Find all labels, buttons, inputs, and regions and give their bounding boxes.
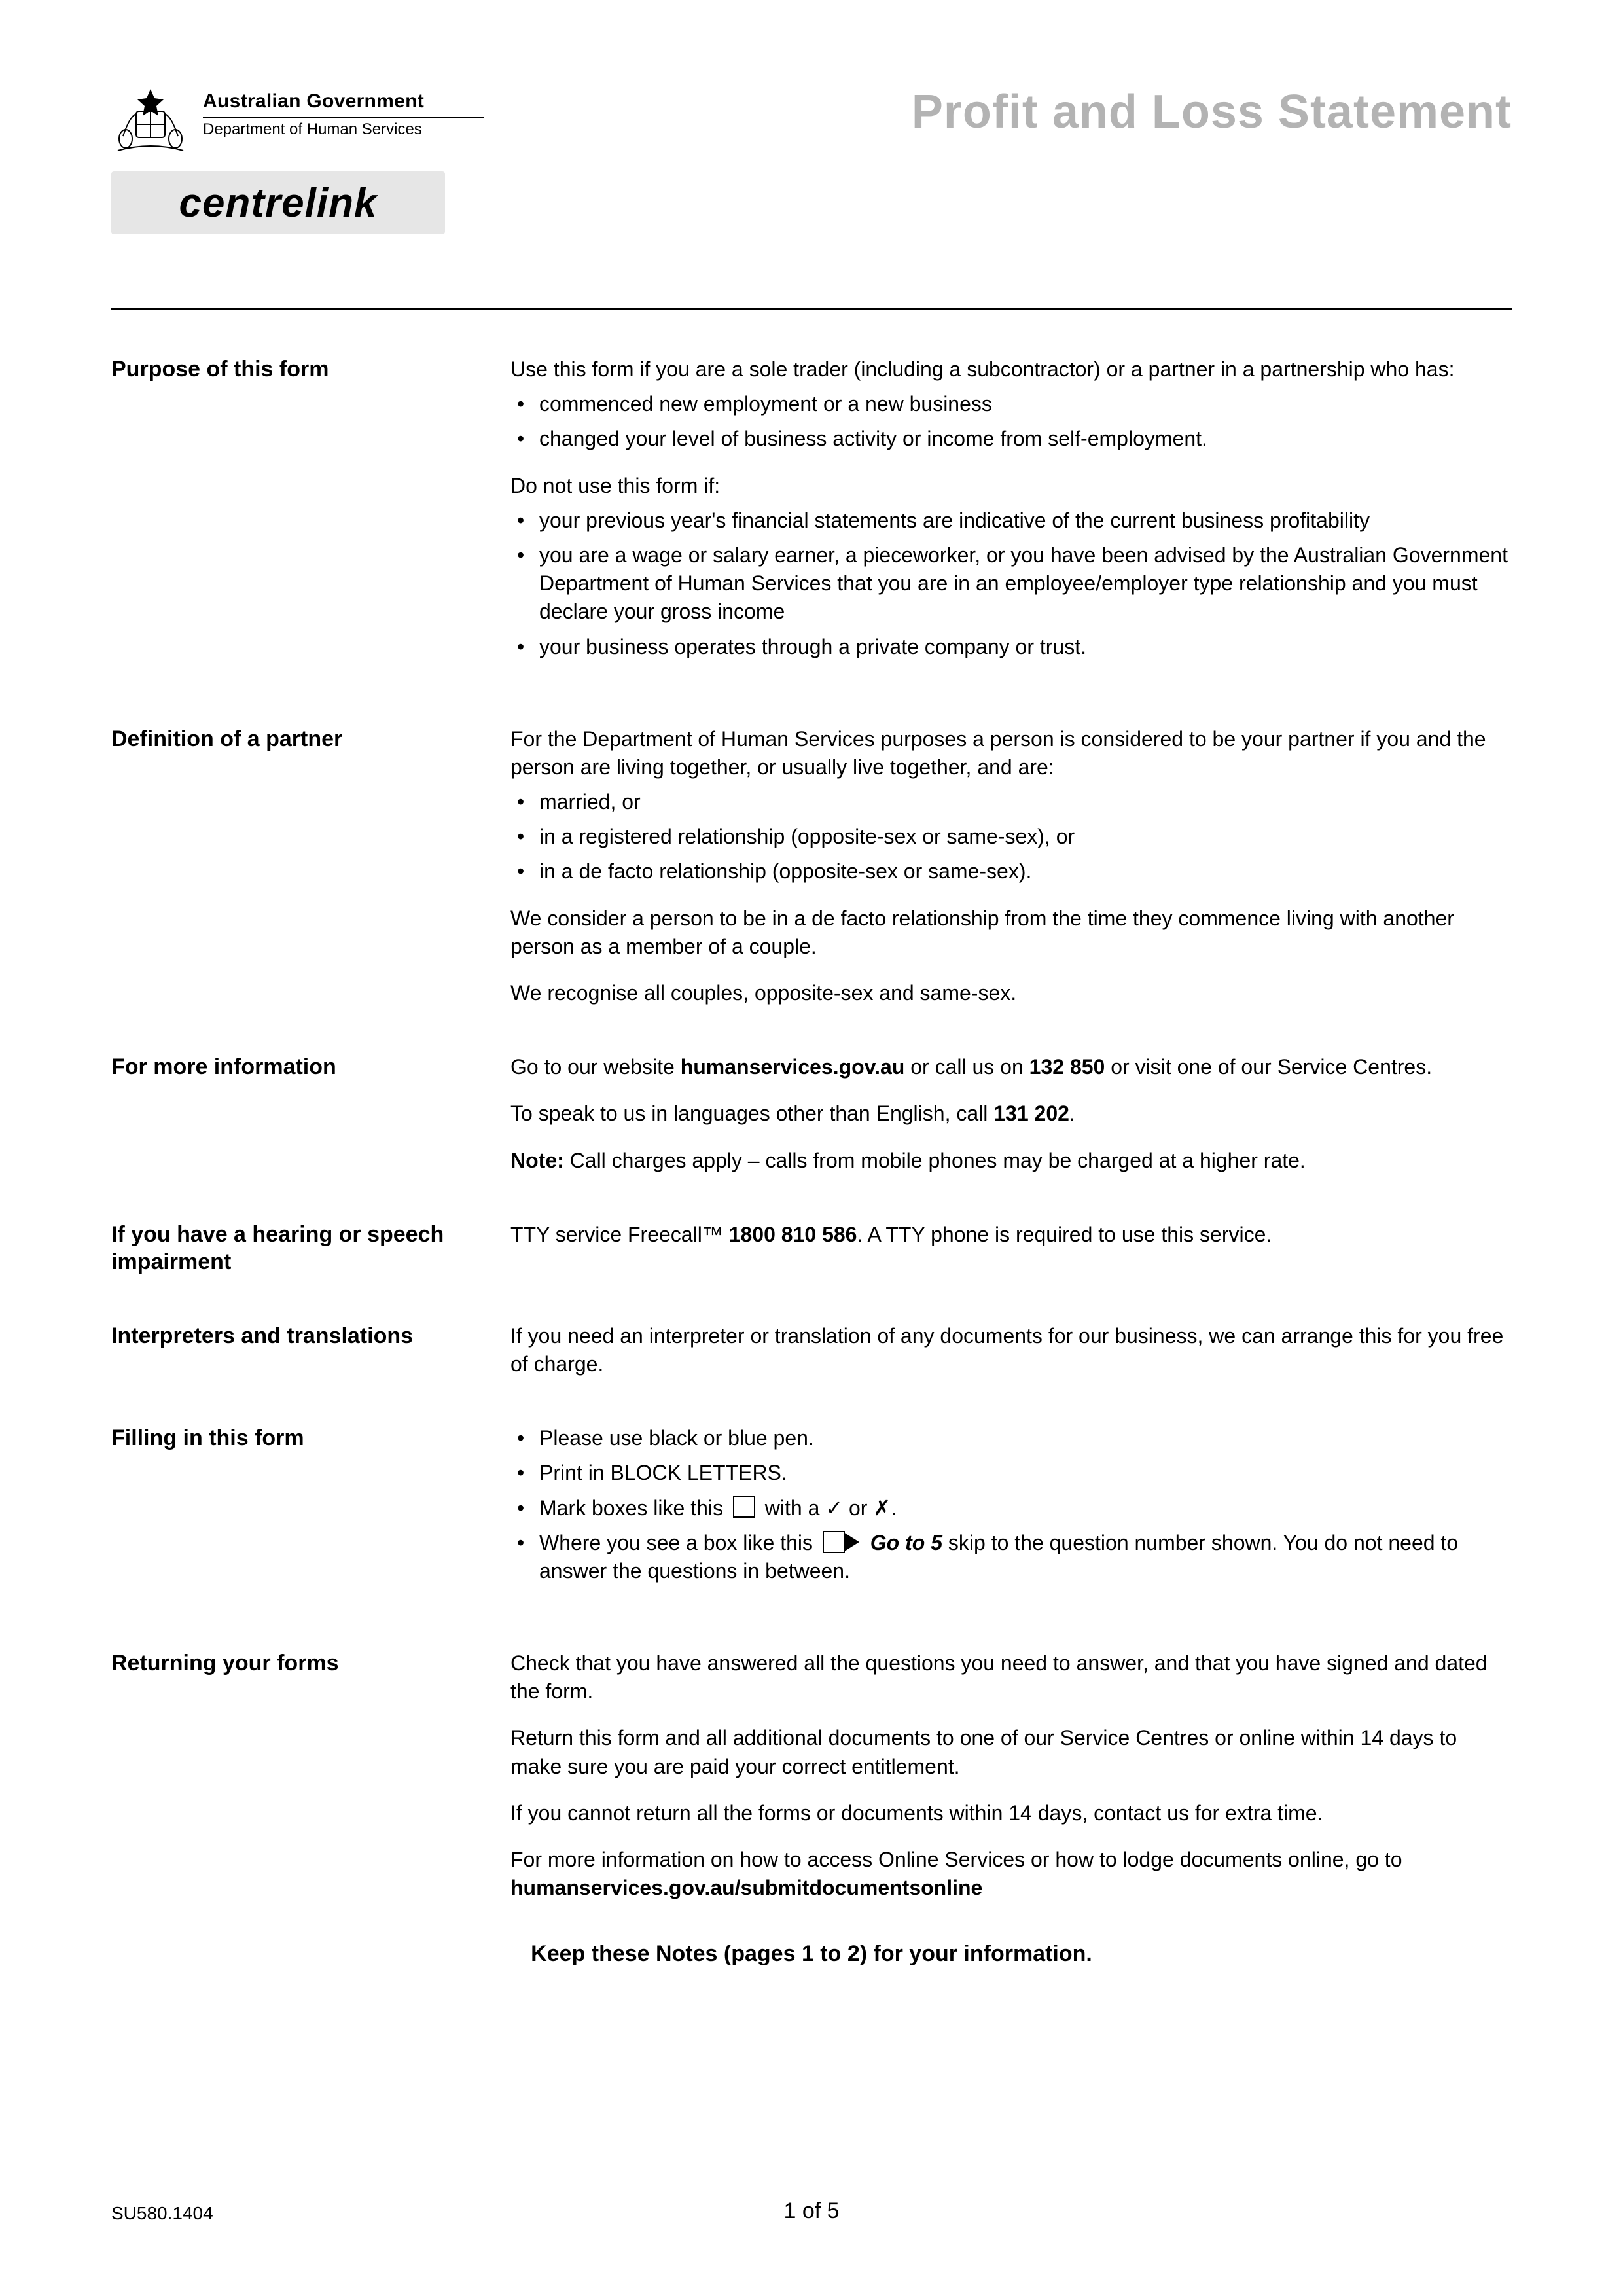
partner-list: married, or in a registered relationship… <box>510 788 1512 886</box>
moreinfo-note: Note: Call charges apply – calls from mo… <box>510 1147 1512 1175</box>
section-label: Purpose of this form <box>111 355 510 384</box>
list-item: Print in BLOCK LETTERS. <box>539 1459 1512 1487</box>
text: Where you see a box like this <box>539 1531 819 1554</box>
section-hearing: If you have a hearing or speech impairme… <box>111 1221 1512 1276</box>
list-item: Where you see a box like this Go to 5 sk… <box>539 1529 1512 1585</box>
page-header: Australian Government Department of Huma… <box>111 85 1512 281</box>
text: For more information on how to access On… <box>510 1848 1402 1871</box>
gov-rule <box>203 117 484 118</box>
goto-label: Go to 5 <box>870 1531 942 1554</box>
returning-p3: If you cannot return all the forms or do… <box>510 1799 1512 1827</box>
partner-p3: We recognise all couples, opposite-sex a… <box>510 979 1512 1007</box>
list-item: in a registered relationship (opposite-s… <box>539 823 1512 851</box>
list-item: your previous year's financial statement… <box>539 507 1512 535</box>
purpose-intro-list: commenced new employment or a new busine… <box>510 390 1512 453</box>
note-text: Call charges apply – calls from mobile p… <box>564 1149 1306 1172</box>
centrelink-brand: centrelink <box>179 180 378 226</box>
partner-p2: We consider a person to be in a de facto… <box>510 905 1512 961</box>
returning-p1: Check that you have answered all the que… <box>510 1649 1512 1706</box>
list-item: commenced new employment or a new busine… <box>539 390 1512 418</box>
section-interpreters: Interpreters and translations If you nee… <box>111 1322 1512 1378</box>
moreinfo-p1: Go to our website humanservices.gov.au o… <box>510 1053 1512 1081</box>
phone-number: 132 850 <box>1029 1055 1105 1079</box>
goto-box-example-icon <box>823 1531 861 1553</box>
page-footer: SU580.1404 1 of 5 <box>111 2203 1512 2224</box>
page-number: 1 of 5 <box>783 2198 839 2224</box>
list-item: in a de facto relationship (opposite-sex… <box>539 857 1512 886</box>
section-label: Filling in this form <box>111 1424 510 1452</box>
purpose-donot-list: your previous year's financial statement… <box>510 507 1512 661</box>
list-item: you are a wage or salary earner, a piece… <box>539 541 1512 626</box>
text: or visit one of our Service Centres. <box>1105 1055 1432 1079</box>
gov-line2: Department of Human Services <box>203 120 484 139</box>
section-partner: Definition of a partner For the Departme… <box>111 725 1512 1008</box>
returning-p4: For more information on how to access On… <box>510 1846 1512 1902</box>
coat-of-arms-icon <box>111 85 190 157</box>
list-item: Mark boxes like this with a ✓ or ✗. <box>539 1494 1512 1522</box>
website-link: humanservices.gov.au/submitdocumentsonli… <box>510 1876 982 1899</box>
text: Go to our website <box>510 1055 681 1079</box>
text: with a ✓ or ✗. <box>759 1496 897 1520</box>
filling-list: Please use black or blue pen. Print in B… <box>510 1424 1512 1585</box>
form-code: SU580.1404 <box>111 2203 213 2224</box>
centrelink-tab: centrelink <box>111 171 445 234</box>
phone-number: 131 202 <box>993 1102 1069 1125</box>
text: or call us on <box>904 1055 1029 1079</box>
phone-number: 1800 810 586 <box>729 1223 857 1246</box>
list-item: your business operates through a private… <box>539 633 1512 661</box>
returning-p2: Return this form and all additional docu… <box>510 1724 1512 1780</box>
checkbox-example-icon <box>733 1496 755 1518</box>
text: TTY service Freecall™ <box>510 1223 729 1246</box>
section-label: Definition of a partner <box>111 725 510 753</box>
section-returning: Returning your forms Check that you have… <box>111 1649 1512 1902</box>
moreinfo-p2: To speak to us in languages other than E… <box>510 1100 1512 1128</box>
list-item: married, or <box>539 788 1512 816</box>
section-label: If you have a hearing or speech impairme… <box>111 1221 510 1276</box>
form-title: Profit and Loss Statement <box>912 85 1512 139</box>
note-label: Note: <box>510 1149 564 1172</box>
keep-notes-notice: Keep these Notes (pages 1 to 2) for your… <box>111 1941 1512 1967</box>
list-item: changed your level of business activity … <box>539 425 1512 453</box>
gov-text: Australian Government Department of Huma… <box>203 85 484 139</box>
text: . <box>1069 1102 1075 1125</box>
text: To speak to us in languages other than E… <box>510 1102 993 1125</box>
partner-intro: For the Department of Human Services pur… <box>510 725 1512 781</box>
website-link: humanservices.gov.au <box>681 1055 905 1079</box>
purpose-donot-intro: Do not use this form if: <box>510 472 1512 500</box>
header-divider <box>111 308 1512 310</box>
section-moreinfo: For more information Go to our website h… <box>111 1053 1512 1175</box>
section-label: Returning your forms <box>111 1649 510 1677</box>
text: Mark boxes like this <box>539 1496 729 1520</box>
list-item: Please use black or blue pen. <box>539 1424 1512 1452</box>
text: . A TTY phone is required to use this se… <box>857 1223 1272 1246</box>
gov-line1: Australian Government <box>203 90 484 113</box>
hearing-p: TTY service Freecall™ 1800 810 586. A TT… <box>510 1221 1512 1249</box>
section-filling: Filling in this form Please use black or… <box>111 1424 1512 1604</box>
section-purpose: Purpose of this form Use this form if yo… <box>111 355 1512 679</box>
section-label: Interpreters and translations <box>111 1322 510 1350</box>
section-label: For more information <box>111 1053 510 1081</box>
purpose-intro: Use this form if you are a sole trader (… <box>510 355 1512 384</box>
interp-p: If you need an interpreter or translatio… <box>510 1322 1512 1378</box>
